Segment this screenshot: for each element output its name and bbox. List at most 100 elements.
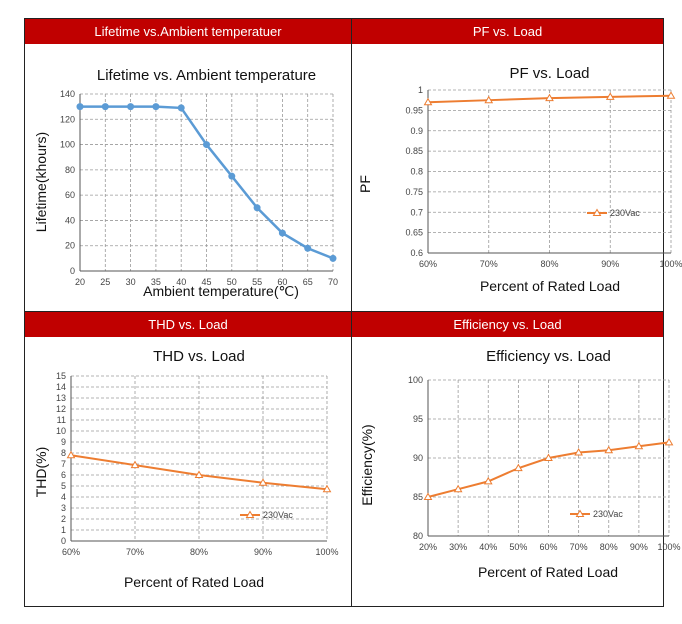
data-point — [177, 104, 185, 112]
panel-header: PF vs. Load — [352, 19, 663, 44]
pf-chart: PF vs. Load 0.6 0.65 0.7 0.75 0.8 0.85 0.9 0.95 1… — [357, 65, 682, 294]
chart-title: Efficiency vs. Load — [486, 348, 611, 365]
data-point — [203, 141, 210, 149]
y-tick-label: 120 — [60, 114, 75, 124]
x-tick-label: 60 — [277, 277, 287, 287]
y-tick-label: 15 — [56, 371, 66, 381]
y-axis-label: THD(%) — [33, 447, 49, 498]
x-tick-label: 50 — [227, 277, 237, 287]
panel-lifetime: Lifetime vs.Ambient temperatuer Lifetime… — [25, 19, 351, 311]
y-tick-label: 0 — [61, 536, 66, 546]
x-tick-label: 20 — [75, 277, 85, 287]
data-point — [322, 484, 332, 493]
data-point — [666, 91, 676, 99]
y-tick-label: 9 — [61, 437, 66, 447]
y-tick-label: 1 — [418, 85, 423, 95]
y-tick-label: 80 — [413, 531, 423, 541]
y-tick-label: 0.75 — [405, 187, 423, 197]
x-tick-label: 60% — [419, 259, 437, 269]
y-tick-label: 20 — [65, 241, 75, 251]
y-tick-label: 10 — [56, 426, 66, 436]
legend-marker — [245, 510, 255, 518]
y-tick-label: 2 — [61, 514, 66, 524]
x-tick-label: 100% — [659, 259, 682, 269]
data-point — [76, 103, 84, 111]
legend-label: 230Vac — [610, 208, 640, 218]
legend-label: 230Vac — [593, 509, 623, 519]
y-tick-label: 4 — [61, 492, 66, 502]
data-point — [514, 463, 523, 472]
y-tick-label: 100 — [60, 140, 75, 150]
legend-marker — [592, 208, 602, 216]
x-tick-label: 60% — [62, 547, 80, 557]
data-point — [304, 244, 312, 252]
panel-header: Lifetime vs.Ambient temperatuer — [25, 19, 351, 44]
x-tick-label: 70% — [480, 259, 498, 269]
x-tick-label: 30% — [449, 542, 467, 552]
y-tick-label: 14 — [56, 382, 66, 392]
legend-label: 230Vac — [263, 510, 293, 520]
x-tick-label: 90% — [254, 547, 272, 557]
x-axis-label: Percent of Rated Load — [480, 278, 620, 294]
x-tick-label: 35 — [151, 277, 161, 287]
x-tick-label: 90% — [601, 259, 619, 269]
data-point — [453, 484, 463, 493]
x-tick-label: 100% — [315, 547, 338, 557]
y-tick-label: 0 — [70, 266, 75, 276]
panel-efficiency: Efficiency vs. Load Efficiency vs. Load 8… — [352, 312, 681, 606]
y-tick-label: 0.7 — [410, 207, 423, 217]
data-point — [544, 453, 553, 461]
y-tick-label: 0.6 — [410, 248, 423, 258]
data-point — [634, 441, 644, 450]
data-point — [423, 97, 433, 106]
chart-title: THD vs. Load — [153, 348, 245, 365]
y-tick-label: 100 — [408, 375, 423, 385]
x-tick-label: 20% — [419, 542, 437, 552]
data-point — [258, 478, 268, 486]
y-tick-label: 13 — [56, 393, 66, 403]
y-tick-label: 0.95 — [405, 105, 423, 115]
y-tick-label: 0.85 — [405, 146, 423, 156]
data-point — [423, 492, 433, 500]
x-tick-label: 30 — [126, 277, 136, 287]
chart-title: PF vs. Load — [509, 65, 589, 82]
y-tick-label: 0.65 — [405, 228, 423, 238]
y-tick-label: 11 — [57, 415, 66, 425]
panel-pf: PF vs. Load PF vs. Load 0.6 0.65 0.7 0.75 0.8… — [352, 19, 682, 311]
y-tick-label: 80 — [65, 165, 75, 175]
data-point — [228, 172, 236, 180]
data-point — [152, 103, 160, 111]
data-point — [664, 437, 674, 446]
x-tick-label: 70 — [328, 277, 338, 287]
y-tick-label: 0.8 — [410, 167, 423, 177]
horizontal-divider — [25, 311, 663, 312]
data-point — [574, 448, 583, 456]
lifetime-chart: Lifetime vs. Ambient temperature02040608… — [33, 67, 338, 299]
vertical-divider — [351, 19, 352, 606]
panel-thd: THD vs. Load THD vs. Load 0 1 2 3 4 5 6 7 8 9 10 11 1… — [25, 312, 351, 606]
x-axis-label: Ambient temperature(℃) — [143, 283, 299, 299]
y-tick-label: 85 — [413, 492, 423, 502]
data-point — [483, 476, 493, 485]
efficiency-chart: Efficiency vs. Load 80 85 90 95 100 20% 30% 40% 5… — [359, 348, 681, 580]
x-tick-label: 40 — [176, 277, 186, 287]
y-tick-label: 1 — [61, 525, 66, 535]
y-tick-label: 60 — [65, 190, 75, 200]
y-tick-label: 90 — [413, 453, 423, 463]
data-point — [484, 95, 494, 104]
data-point — [101, 103, 109, 111]
data-point — [604, 445, 614, 454]
panel-header: THD vs. Load — [25, 312, 351, 337]
y-tick-label: 5 — [61, 481, 66, 491]
y-tick-label: 95 — [413, 414, 423, 424]
y-axis-label: Lifetime(khours) — [33, 132, 49, 232]
chart-grid: Lifetime vs.Ambient temperatuer Lifetime… — [24, 18, 682, 607]
y-tick-label: 6 — [61, 470, 66, 480]
x-tick-label: 80% — [600, 542, 618, 552]
x-tick-label: 45 — [201, 277, 211, 287]
y-tick-label: 12 — [56, 404, 66, 414]
x-tick-label: 40% — [479, 542, 497, 552]
x-tick-label: 60% — [539, 542, 557, 552]
data-point — [253, 204, 261, 212]
